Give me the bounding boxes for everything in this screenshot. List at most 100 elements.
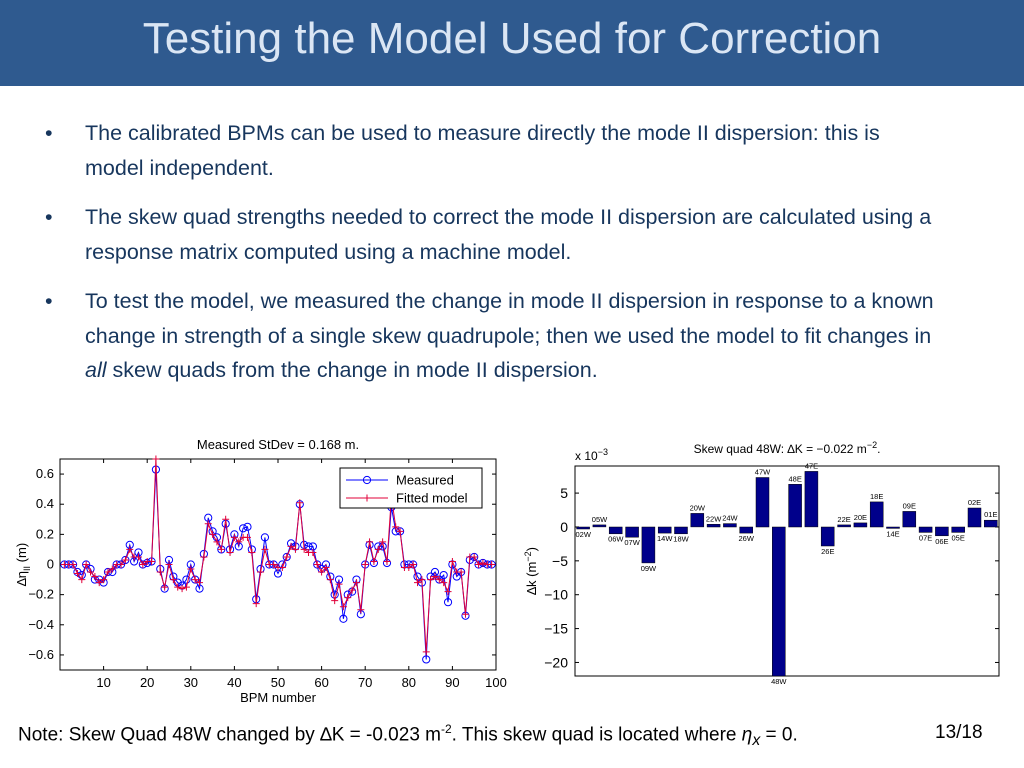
data-point-fitted <box>461 610 469 618</box>
data-point-measured <box>121 555 130 565</box>
footer-text: K = -0.023 m <box>331 724 441 746</box>
bar-label: 20W <box>690 503 706 512</box>
chart-title: Skew quad 48W: ∆K = −0.022 m−2. <box>694 440 881 456</box>
data-point-fitted <box>427 576 435 584</box>
data-point-fitted <box>418 576 426 584</box>
data-point-fitted <box>187 565 195 573</box>
title-bar: Testing the Model Used for Correction <box>0 0 1024 86</box>
data-point-measured <box>474 560 483 569</box>
data-point-fitted <box>361 561 369 568</box>
data-point-fitted <box>283 553 291 561</box>
data-point-fitted <box>209 530 217 538</box>
data-point-fitted <box>108 565 116 573</box>
bar <box>608 526 623 535</box>
bar-label: 24W <box>722 514 738 523</box>
data-point-fitted <box>178 585 186 593</box>
data-point-fitted <box>296 499 304 507</box>
data-point-fitted <box>139 561 147 568</box>
data-point-fitted <box>134 553 142 561</box>
data-point-fitted <box>78 576 86 584</box>
data-point-fitted <box>300 545 308 553</box>
data-point-fitted <box>87 568 95 576</box>
bar-label: 09W <box>641 564 657 573</box>
bar <box>690 513 705 528</box>
data-point-fitted <box>396 527 404 535</box>
data-point-measured <box>260 533 270 542</box>
bar-label: 02E <box>968 498 981 507</box>
data-point-measured <box>339 614 348 623</box>
data-point-measured <box>239 524 248 533</box>
data-point-measured <box>191 575 200 584</box>
data-point-fitted <box>148 557 156 565</box>
data-point-fitted <box>226 548 234 556</box>
axis-multiplier: x 10−3 <box>575 447 608 463</box>
bar-label: 14W <box>657 534 673 543</box>
data-point-fitted <box>409 561 417 568</box>
data-point-fitted <box>457 568 465 576</box>
bar <box>788 484 802 528</box>
data-point-fitted <box>230 533 238 541</box>
data-point-measured <box>409 560 418 569</box>
bullet-text: The skew quad strengths needed to correc… <box>85 205 932 264</box>
data-point-fitted <box>287 542 295 550</box>
y-tick-label: 0 <box>47 557 54 572</box>
y-tick-label: 5 <box>560 485 568 501</box>
dispersion-chart-svg: Measured StDev = 0.168 m. 10 20 30 40 50 60 70 8… <box>14 437 507 705</box>
y-tick-label: 0.6 <box>36 466 54 481</box>
data-point-fitted <box>379 538 387 546</box>
data-point-fitted <box>448 557 456 565</box>
data-point-measured <box>182 575 191 584</box>
bar-label: 05E <box>952 533 965 542</box>
x-tick-label: 50 <box>271 675 285 690</box>
y-tick-label: −0.2 <box>28 587 54 602</box>
bar <box>902 511 917 528</box>
bar-label: 07W <box>624 538 640 547</box>
data-point-measured <box>138 560 147 569</box>
bar <box>918 526 933 533</box>
bar <box>984 519 998 528</box>
data-point-fitted <box>261 545 269 553</box>
x-tick-label: 80 <box>402 675 416 690</box>
data-point-measured <box>422 655 431 664</box>
legend-box <box>339 467 483 509</box>
x-tick-label: 70 <box>358 675 372 690</box>
data-point-fitted <box>165 561 173 568</box>
data-point-fitted <box>204 520 212 528</box>
data-point-fitted <box>488 561 496 568</box>
bar <box>723 523 737 528</box>
legend-marker <box>362 475 372 485</box>
bar-label: 06W <box>608 535 624 544</box>
data-point-measured <box>313 560 322 569</box>
data-point-fitted <box>479 559 487 567</box>
x-tick-label: 10 <box>96 675 110 690</box>
footer-text: = 0. <box>760 724 798 746</box>
dispersion-chart: Measured StDev = 0.168 m. 10 20 30 40 50 60 70 8… <box>10 432 510 707</box>
data-point-fitted <box>278 564 286 572</box>
data-point-fitted <box>270 561 278 568</box>
data-point-fitted <box>191 576 199 584</box>
plot-area <box>574 465 1000 677</box>
data-point-fitted <box>126 545 134 553</box>
data-point-fitted <box>313 561 321 568</box>
y-tick-label: −10 <box>544 587 568 603</box>
bar <box>804 471 819 528</box>
footer-text: Note: Skew Quad 48W changed by <box>18 724 321 746</box>
data-point-fitted <box>235 538 243 546</box>
footer-eta: η <box>741 724 753 746</box>
bar-label: 01E <box>984 510 997 519</box>
data-point-fitted <box>100 576 108 584</box>
legend-label: Fitted model <box>396 491 468 506</box>
bullet-text: To test the model, we measured the chang… <box>85 289 934 348</box>
y-tick-label: −20 <box>544 654 568 670</box>
bullet-item: • The skew quad strengths needed to corre… <box>40 200 940 269</box>
bullet-dot-icon: • <box>45 205 53 229</box>
bar-label: 20E <box>854 513 867 522</box>
skew-quad-bar-chart: Skew quad 48W: ∆K = −0.022 m−2. x 10−3 5 0 −… <box>515 432 1020 692</box>
bullet-text: The calibrated BPMs can be used to measu… <box>85 121 880 180</box>
data-point-measured <box>103 567 113 577</box>
bar-label: 18E <box>870 492 883 501</box>
data-point-fitted <box>374 545 382 553</box>
data-point-fitted <box>196 579 204 587</box>
bar-label: 48W <box>771 677 787 686</box>
bullet-item: • To test the model, we measured the chan… <box>40 284 940 388</box>
